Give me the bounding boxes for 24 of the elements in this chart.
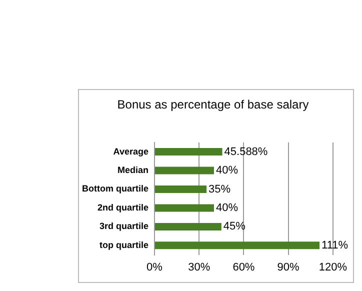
x-tick-label: 30% [188,261,210,274]
y-tick-label: 2nd quartile [97,202,148,212]
data-label: 40% [216,164,238,177]
bar [155,148,222,156]
x-tick-label: 120% [318,261,348,274]
bar [155,204,214,212]
chart-title: Bonus as percentage of base salary [117,98,309,112]
y-tick-label: 3rd quartile [99,221,148,232]
data-label: 111% [322,239,348,252]
x-tick-label: 90% [277,261,300,274]
y-tick-label: Median [117,164,148,175]
x-tick-label: 0% [146,261,163,274]
data-label: 40% [216,202,238,214]
y-tick-label: Average [113,146,148,156]
bar [155,185,207,193]
y-tick-label: top quartile [100,240,148,250]
bar [155,222,222,230]
y-tick-label: Bottom quartile [82,184,148,194]
bar [155,166,214,174]
x-tick-label: 60% [232,261,255,274]
data-label: 45.588% [224,146,268,158]
data-label: 35% [208,183,231,196]
bar [155,242,320,250]
data-label: 45% [223,220,246,233]
